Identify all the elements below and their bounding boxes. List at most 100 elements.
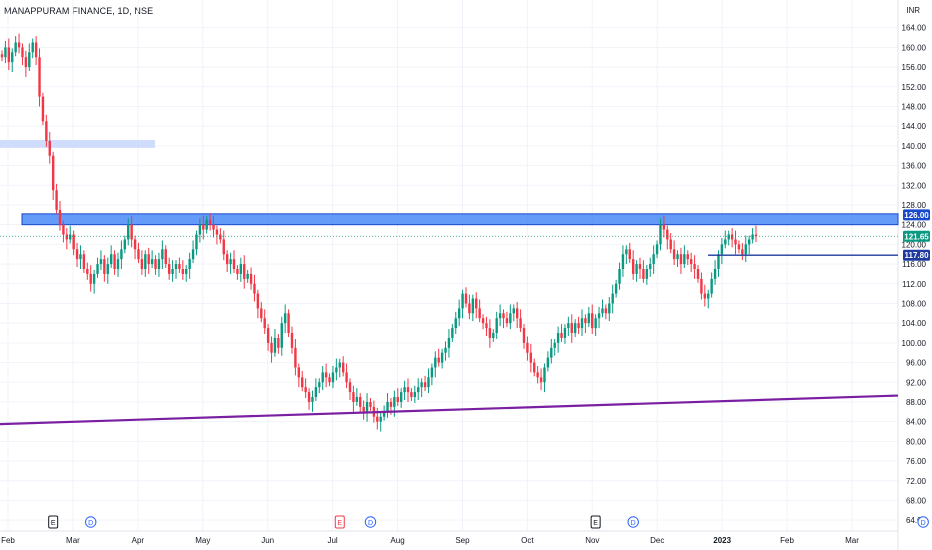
dividend-event-icon: D <box>917 516 929 528</box>
candle-body <box>188 259 191 269</box>
candle-body <box>236 269 239 274</box>
y-tick-label: 72.00 <box>906 477 927 486</box>
candle-body <box>198 224 202 235</box>
y-tick-label: 128.00 <box>902 201 927 210</box>
candle-body <box>655 244 659 255</box>
candle-body <box>713 269 717 279</box>
candle-body <box>642 269 645 279</box>
candle-body <box>328 377 331 383</box>
candle-body <box>335 367 338 373</box>
candle-body <box>253 283 256 294</box>
y-tick-label: 124.00 <box>902 221 927 230</box>
y-tick-label: 120.00 <box>902 240 927 249</box>
candle-body <box>150 259 154 265</box>
candle-body <box>471 298 475 314</box>
x-tick-label: Dec <box>650 536 664 545</box>
y-tick-label: 160.00 <box>902 43 927 52</box>
candle-body <box>611 293 614 304</box>
candle-body <box>297 367 301 378</box>
x-tick-label: Aug <box>390 536 404 545</box>
earnings-event-icon-label: E <box>593 520 598 527</box>
x-tick-label: Mar <box>66 536 80 545</box>
candle-body <box>420 382 423 388</box>
candle-body <box>717 254 720 269</box>
candle-body <box>550 347 553 358</box>
candle-body <box>737 244 741 250</box>
candle-body <box>290 333 294 348</box>
candle-body <box>464 293 468 304</box>
dividend-event-icon: D <box>627 516 639 528</box>
candle-body <box>382 411 386 417</box>
price-axis[interactable]: 64.00 68.00 72.00 76.00 80.00 84.00 88.00 92.00… <box>902 24 930 525</box>
candle-body <box>130 224 133 240</box>
candle-body <box>191 249 195 260</box>
dividend-event-icon-label: D <box>921 520 926 527</box>
candle-body <box>481 318 485 324</box>
candle-body <box>393 397 396 407</box>
time-axis[interactable]: Feb Mar Apr May Jun Jul Aug Sep Oct Nov Dec 2023 Feb… <box>1 536 859 545</box>
candle-body <box>591 313 594 329</box>
candle-body <box>447 337 451 348</box>
candle-body <box>103 259 106 274</box>
candle-body <box>273 337 277 353</box>
candle-body <box>181 269 185 274</box>
candle-body <box>468 303 471 314</box>
candle-body <box>270 342 273 353</box>
candle-body <box>604 308 608 314</box>
candle-body <box>174 264 178 269</box>
candle-body <box>505 318 509 324</box>
candle-body <box>144 254 147 269</box>
earnings-event-icon-shape <box>334 515 345 529</box>
candle-body <box>365 401 369 412</box>
candle-body <box>232 259 236 269</box>
candle-body <box>457 308 461 319</box>
y-tick-label: 136.00 <box>902 162 927 171</box>
y-tick-label: 84.00 <box>906 418 927 427</box>
candle-body <box>587 313 591 324</box>
candle-body <box>734 239 737 245</box>
candle-body <box>649 264 652 269</box>
candle-body <box>492 333 495 338</box>
rising-trendline <box>0 394 899 426</box>
candle-body <box>522 328 526 343</box>
candle-body <box>621 254 625 269</box>
candle-body <box>62 224 65 235</box>
last-price-label-text: 121.65 <box>904 232 929 241</box>
y-tick-label: 64.00 <box>906 516 927 525</box>
candle-body <box>318 382 321 388</box>
candle-body <box>659 224 662 245</box>
candle-body <box>754 234 758 237</box>
candle-body <box>539 377 543 383</box>
candle-body <box>485 323 488 329</box>
candle-body <box>14 42 17 53</box>
zone-price-label-text: 126.00 <box>904 211 929 220</box>
candle-body <box>679 254 683 265</box>
zone-price-label-bg <box>903 209 930 221</box>
candle-body <box>51 155 55 191</box>
candle-body <box>147 254 150 265</box>
candle-body <box>260 308 263 319</box>
y-tick-label: 68.00 <box>906 496 927 505</box>
y-tick-label: 132.00 <box>902 181 927 190</box>
candle-body <box>89 273 92 284</box>
y-tick-label: 156.00 <box>902 63 927 72</box>
candle-body <box>533 362 536 373</box>
candle-body <box>341 362 345 373</box>
resistance-zone <box>21 213 899 226</box>
dividend-event-icon: D <box>85 516 97 528</box>
candle-body <box>127 224 130 240</box>
y-tick-label: 112.00 <box>902 280 926 289</box>
x-tick-label: Jul <box>327 536 337 545</box>
candle-body <box>526 342 529 353</box>
candle-body <box>311 397 314 402</box>
x-tick-label: Sep <box>455 536 470 545</box>
candle-body <box>82 254 86 269</box>
x-tick-label: Oct <box>521 536 534 545</box>
candle-body <box>304 387 307 393</box>
support-price-label-text: 117.80 <box>904 251 929 260</box>
candle-body <box>106 264 109 274</box>
candle-body <box>498 313 502 319</box>
candle-body <box>628 249 631 260</box>
